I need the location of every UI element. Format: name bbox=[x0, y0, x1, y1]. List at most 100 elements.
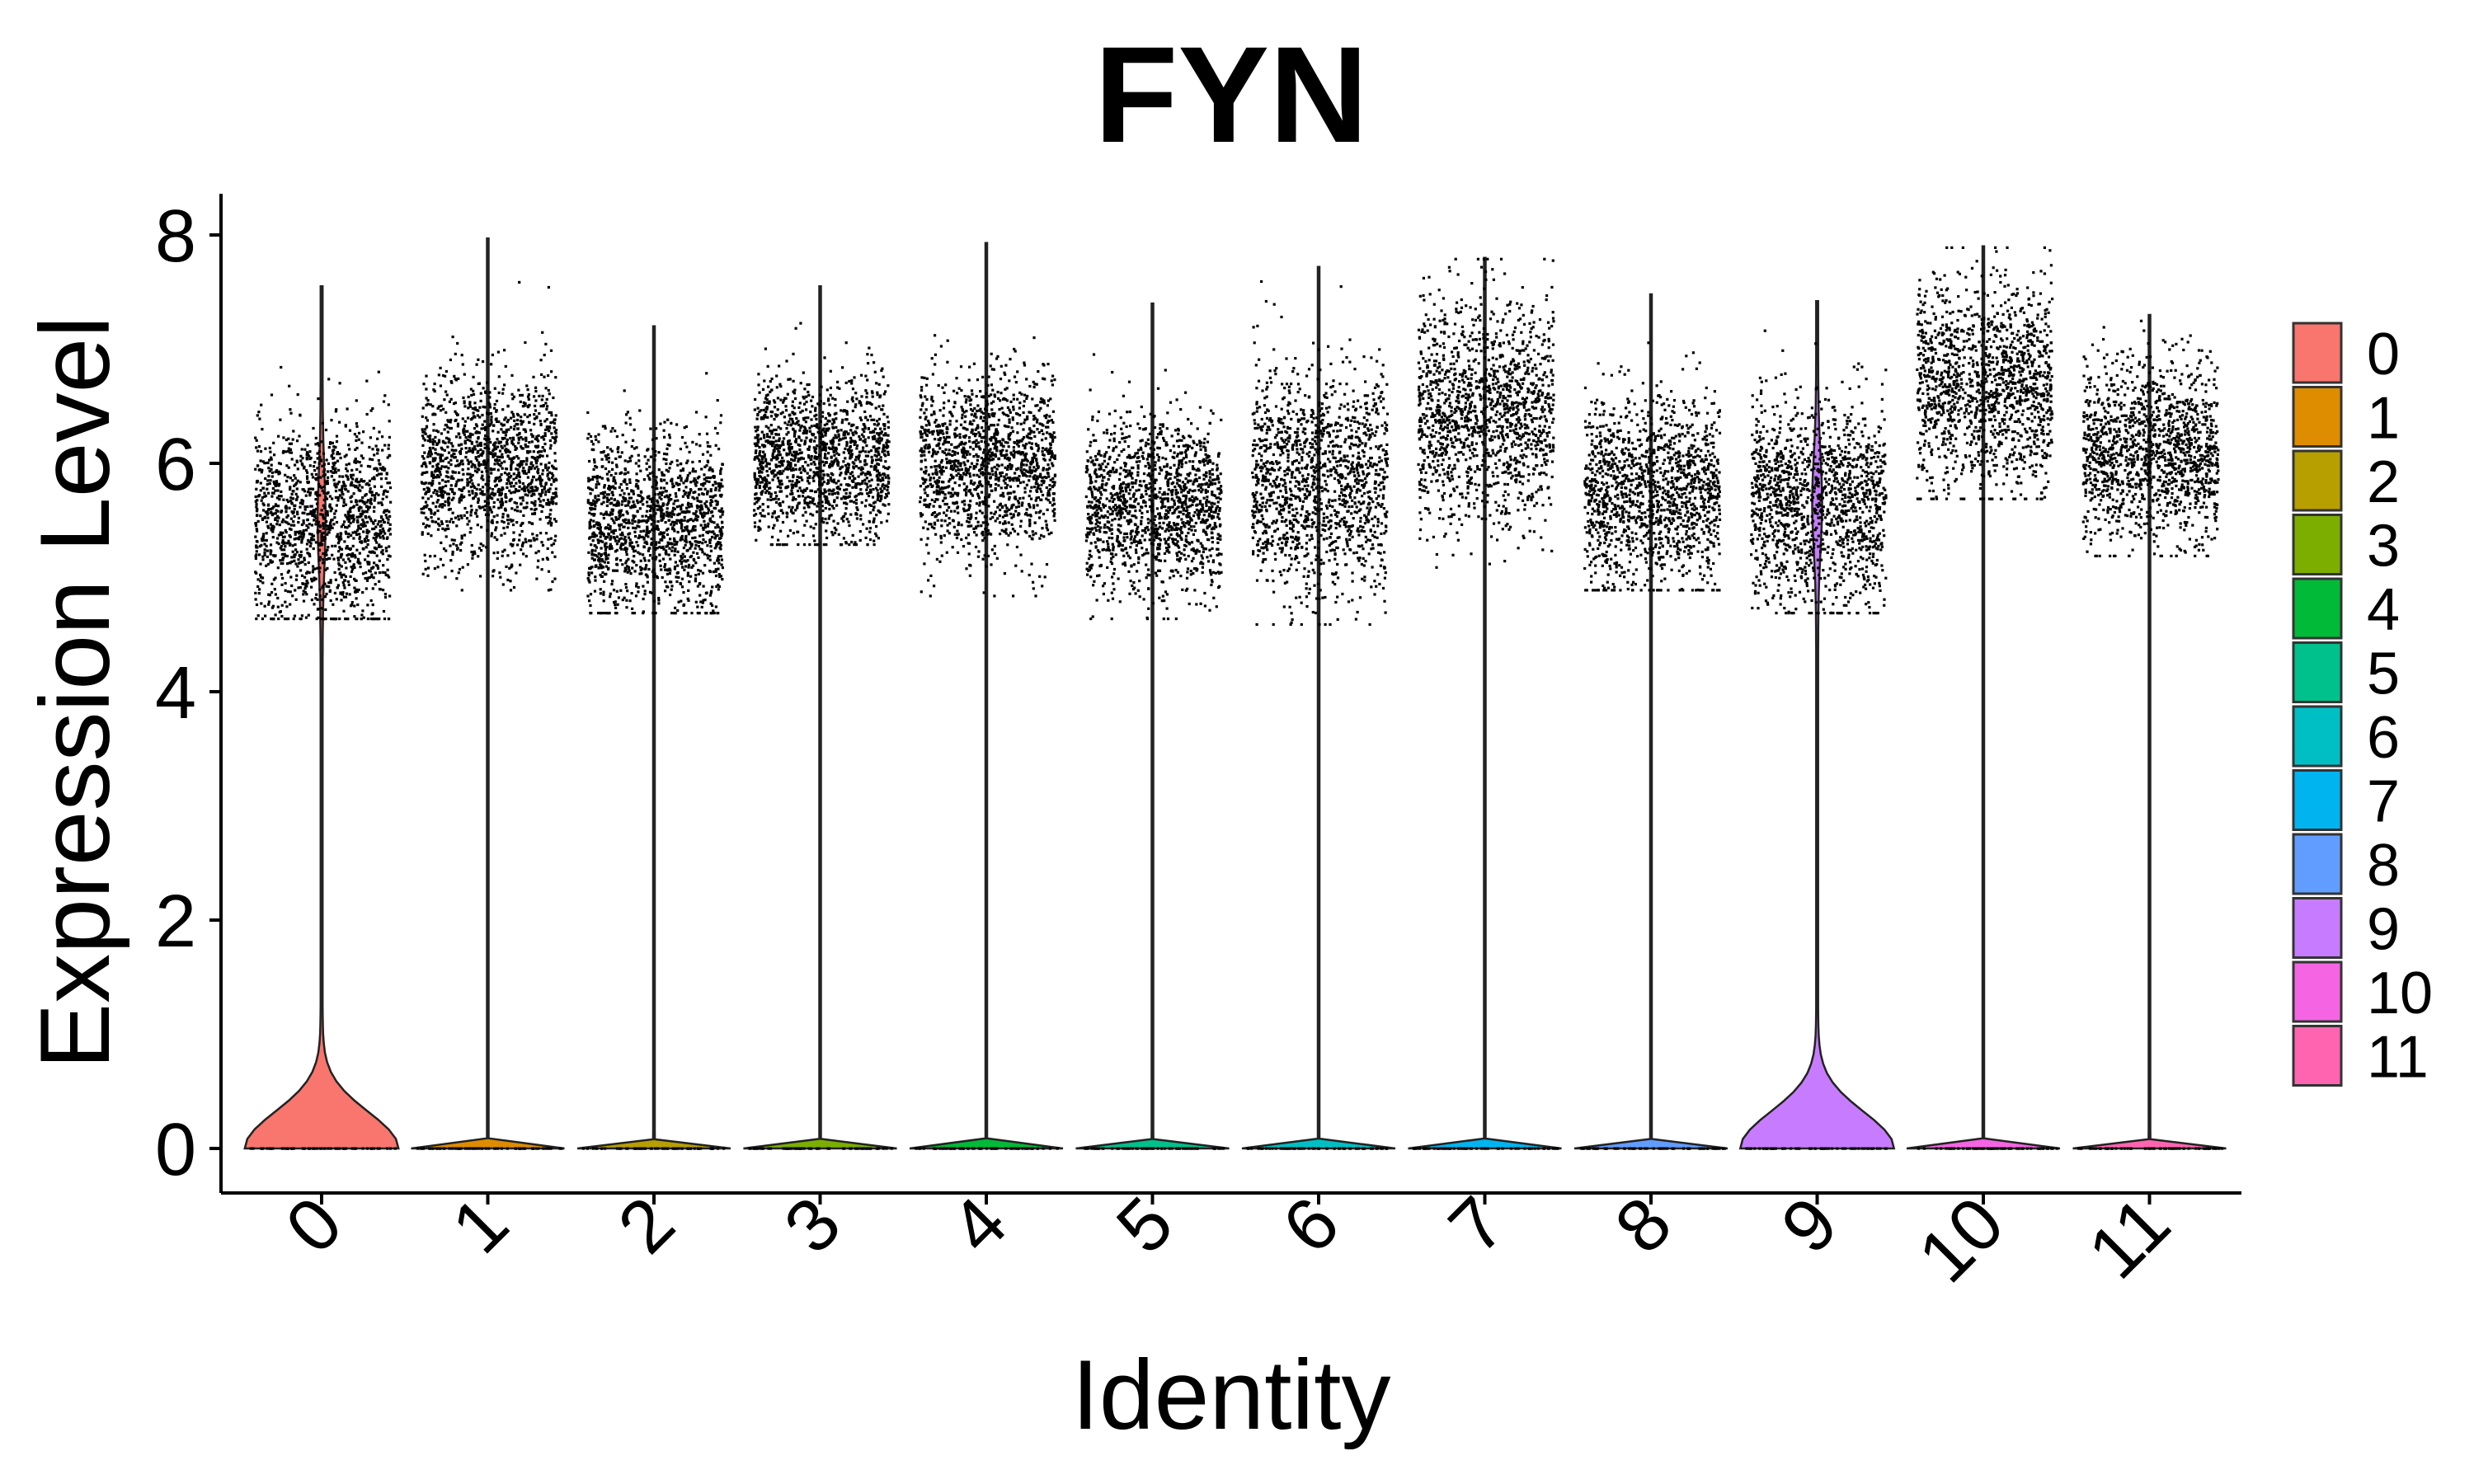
data-point bbox=[291, 594, 294, 598]
data-point bbox=[421, 533, 424, 536]
data-point bbox=[802, 490, 805, 493]
data-point bbox=[633, 503, 636, 506]
data-point bbox=[785, 359, 788, 363]
data-point bbox=[323, 582, 327, 585]
data-point bbox=[515, 434, 519, 437]
data-point bbox=[487, 412, 490, 416]
data-point bbox=[314, 498, 317, 501]
data-point bbox=[342, 504, 346, 508]
data-point bbox=[596, 523, 600, 527]
data-point bbox=[333, 516, 336, 519]
data-point bbox=[553, 555, 557, 558]
data-point bbox=[835, 504, 839, 507]
data-point bbox=[877, 450, 880, 453]
data-point bbox=[274, 489, 277, 492]
data-point bbox=[620, 503, 623, 506]
data-point bbox=[450, 488, 454, 491]
data-point bbox=[315, 618, 318, 621]
data-point bbox=[887, 425, 890, 430]
data-point bbox=[621, 563, 624, 566]
data-point bbox=[355, 461, 358, 464]
data-point bbox=[354, 1147, 358, 1150]
data-point bbox=[304, 494, 308, 497]
data-point bbox=[684, 565, 688, 568]
data-point bbox=[500, 489, 503, 492]
data-point bbox=[299, 555, 302, 559]
data-point bbox=[424, 500, 428, 504]
data-point bbox=[659, 422, 662, 425]
data-point bbox=[555, 495, 558, 498]
data-point bbox=[459, 449, 462, 453]
data-point bbox=[471, 482, 474, 486]
data-point bbox=[680, 1147, 684, 1150]
data-point bbox=[600, 531, 604, 534]
data-point bbox=[460, 493, 463, 496]
data-point bbox=[289, 590, 292, 594]
data-point bbox=[617, 540, 620, 543]
data-point bbox=[302, 519, 305, 523]
data-point bbox=[259, 562, 262, 566]
data-point bbox=[618, 511, 622, 514]
data-point bbox=[310, 524, 313, 527]
data-point bbox=[623, 566, 627, 570]
data-point bbox=[661, 534, 665, 538]
data-point bbox=[260, 602, 263, 605]
data-point bbox=[694, 470, 697, 473]
data-point bbox=[345, 467, 348, 471]
data-point bbox=[595, 546, 598, 549]
data-point bbox=[720, 558, 723, 561]
data-point bbox=[615, 569, 619, 572]
data-point bbox=[604, 467, 608, 471]
data-point bbox=[452, 452, 455, 455]
data-point bbox=[670, 421, 673, 425]
data-point bbox=[597, 566, 600, 570]
data-point bbox=[341, 496, 344, 500]
data-point bbox=[363, 502, 366, 505]
data-point bbox=[315, 519, 318, 524]
data-point bbox=[287, 466, 290, 469]
data-point bbox=[257, 468, 261, 472]
data-point bbox=[705, 500, 708, 503]
data-point bbox=[543, 493, 548, 496]
data-point bbox=[421, 430, 425, 434]
data-point bbox=[308, 540, 312, 543]
data-point bbox=[876, 391, 879, 394]
data-point bbox=[531, 533, 534, 536]
data-point bbox=[449, 458, 453, 462]
data-point bbox=[360, 540, 363, 543]
data-point bbox=[554, 414, 557, 417]
data-point bbox=[332, 603, 335, 606]
data-point bbox=[476, 414, 479, 417]
data-point bbox=[472, 416, 475, 419]
data-point bbox=[863, 410, 867, 413]
data-point bbox=[887, 450, 890, 453]
data-point bbox=[535, 486, 539, 490]
data-point bbox=[345, 592, 348, 595]
data-point bbox=[383, 571, 387, 575]
data-point bbox=[358, 537, 361, 540]
data-point bbox=[313, 510, 317, 514]
data-point bbox=[262, 535, 266, 538]
data-point bbox=[773, 475, 776, 478]
data-point bbox=[440, 432, 443, 435]
data-point bbox=[591, 477, 595, 481]
data-point bbox=[471, 489, 474, 493]
data-point bbox=[855, 447, 858, 450]
data-point bbox=[271, 524, 275, 528]
data-point bbox=[430, 1147, 434, 1150]
data-point bbox=[379, 532, 383, 535]
data-point bbox=[372, 522, 375, 525]
data-point bbox=[654, 453, 657, 457]
data-point bbox=[261, 558, 265, 561]
data-point bbox=[673, 567, 676, 571]
data-point bbox=[510, 491, 513, 495]
data-point bbox=[473, 495, 477, 498]
data-point bbox=[775, 495, 778, 498]
data-point bbox=[545, 418, 548, 421]
data-point bbox=[454, 402, 457, 405]
data-point bbox=[801, 409, 804, 412]
data-point bbox=[830, 460, 834, 463]
data-point bbox=[851, 474, 854, 477]
data-point bbox=[648, 590, 652, 594]
data-point bbox=[346, 478, 350, 481]
